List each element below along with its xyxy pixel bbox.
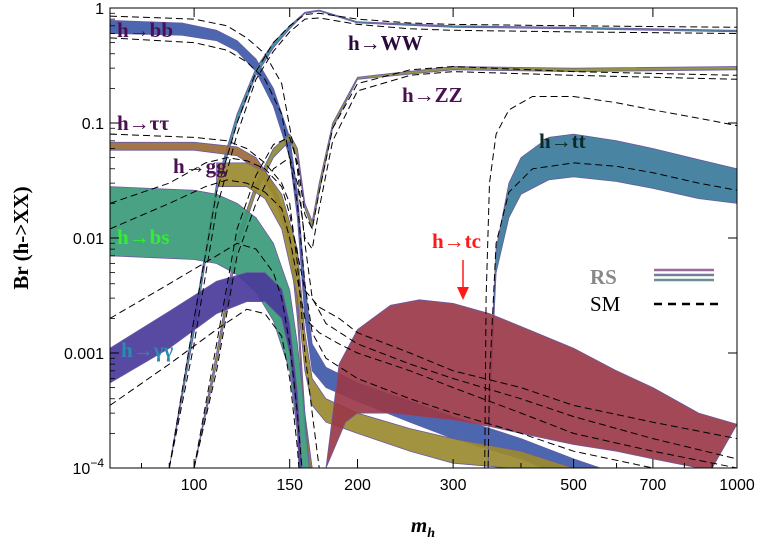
sm-line-7 — [110, 179, 737, 468]
sm-line-8 — [168, 12, 737, 468]
channel-label-2: h→WW — [348, 31, 423, 55]
x-tick-label-1: 100 — [181, 477, 208, 494]
sm-line-9 — [168, 17, 737, 468]
y-tick-label-3: 0.01 — [73, 231, 104, 248]
channel-label-8: h→tt — [539, 129, 586, 153]
x-tick-label-2: 150 — [276, 477, 303, 494]
sm-line-12 — [484, 96, 737, 468]
legend-rs-label: RS — [590, 265, 617, 289]
x-axis-title: mh — [411, 513, 435, 541]
x-tick-label-5: 500 — [560, 477, 587, 494]
tc-arrow — [457, 260, 469, 300]
band-4 — [110, 141, 313, 468]
band-9 — [325, 299, 737, 468]
band-6 — [110, 186, 310, 468]
channel-label-6: h→bs — [117, 225, 170, 249]
y-axis-title: Br (h->XX) — [9, 186, 33, 289]
y-tick-label-5: 10−4 — [73, 456, 105, 478]
sm-line-1 — [110, 15, 737, 460]
sm-line-2 — [110, 37, 654, 468]
sm-line-13 — [487, 162, 737, 468]
band-5 — [216, 162, 574, 468]
sm-line-4 — [110, 242, 303, 468]
x-tick-label-6: 700 — [640, 477, 667, 494]
sm-line-10 — [193, 65, 737, 468]
channel-label-5: h→gg — [173, 154, 227, 178]
axis-ticks: 100 150 200 300 500 700 1000 1 0.1 0.01 0.001 10−4 — [64, 1, 755, 494]
x-tick-label-4: 300 — [440, 477, 467, 494]
sm-line-6 — [110, 157, 737, 440]
sm-line-11 — [193, 71, 737, 468]
sm-line-3 — [110, 133, 320, 468]
channel-label-4: h→ττ — [117, 111, 169, 135]
sm-line-5 — [110, 308, 300, 468]
y-tick-label-2: 0.1 — [82, 116, 104, 133]
legend-sm-label: SM — [590, 292, 621, 316]
plot-frame — [109, 7, 738, 469]
y-tick-label-1: 1 — [95, 1, 104, 18]
y-tick-label-4: 0.001 — [64, 346, 104, 363]
channel-label-layer: h→bb h→WW h→ZZ h→ττh→gg h→bs h→γγ h→tt h→tc — [117, 18, 586, 362]
x-tick-label-3: 200 — [344, 477, 371, 494]
legend: RS SM — [590, 265, 718, 316]
sm-line-layer — [110, 12, 737, 468]
channel-label-7: h→γγ — [121, 338, 174, 362]
band-layer — [110, 9, 737, 468]
x-tick-label-7: 1000 — [719, 477, 755, 494]
band-2 — [168, 9, 737, 468]
channel-label-1: h→bb — [117, 18, 173, 42]
band-8 — [487, 133, 737, 468]
channel-label-9: h→tc — [432, 229, 481, 253]
channel-label-3: h→ZZ — [402, 83, 463, 107]
band-7 — [110, 272, 303, 468]
